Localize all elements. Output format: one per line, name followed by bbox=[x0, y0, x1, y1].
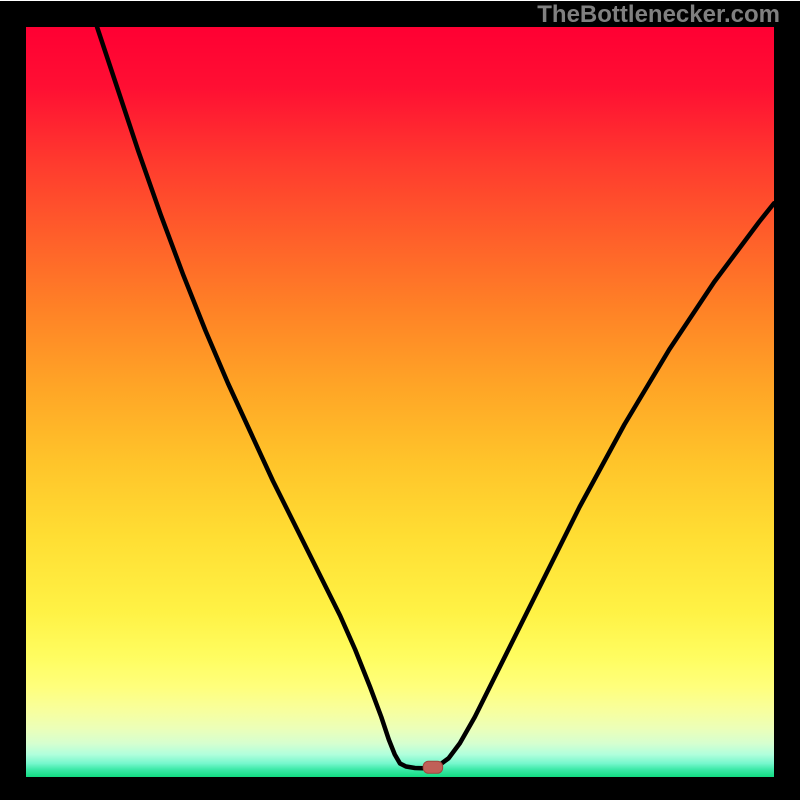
optimum-marker bbox=[423, 761, 442, 773]
chart-container: TheBottlenecker.com bbox=[0, 0, 800, 800]
watermark-text: TheBottlenecker.com bbox=[537, 1, 780, 29]
bottleneck-chart bbox=[0, 0, 800, 800]
plot-background bbox=[26, 27, 774, 777]
